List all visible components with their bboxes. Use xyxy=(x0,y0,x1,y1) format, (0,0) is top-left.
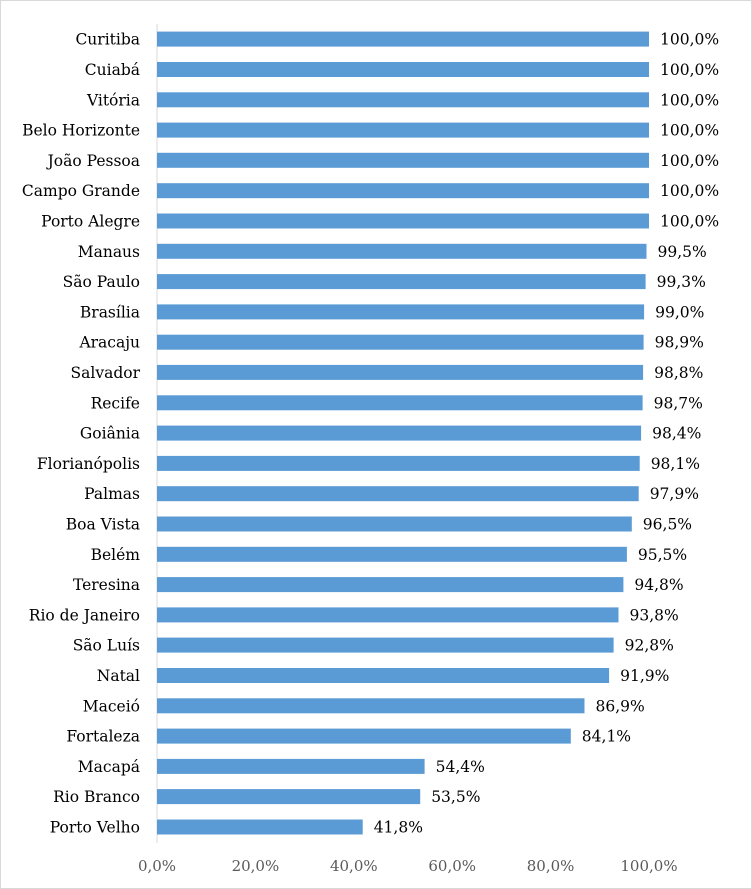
data-label: 100,0% xyxy=(660,31,719,49)
data-label: 98,8% xyxy=(654,364,703,382)
data-label: 99,3% xyxy=(657,273,706,291)
bar xyxy=(157,607,619,623)
x-tick-label: 100,0% xyxy=(620,857,677,875)
data-label: 100,0% xyxy=(660,91,719,109)
category-label: João Pessoa xyxy=(46,152,140,170)
bar xyxy=(157,546,627,562)
category-label: Rio de Janeiro xyxy=(29,606,140,624)
data-label: 94,8% xyxy=(634,576,683,594)
bar xyxy=(157,758,425,774)
category-label: Rio Branco xyxy=(53,788,140,806)
bar xyxy=(157,819,363,835)
data-label: 97,9% xyxy=(650,485,699,503)
bar xyxy=(157,516,632,532)
category-label: Vitória xyxy=(86,91,140,109)
bar xyxy=(157,274,646,290)
category-label: Aracaju xyxy=(78,334,140,352)
data-label: 93,8% xyxy=(630,606,679,624)
x-tick-label: 80,0% xyxy=(527,857,575,875)
category-label: Belo Horizonte xyxy=(22,122,140,140)
bar xyxy=(157,425,642,441)
data-label: 41,8% xyxy=(374,819,423,837)
category-label: Brasília xyxy=(80,303,140,321)
category-labels: Curitiba Cuiabá Vitória Belo Horizonte João … xyxy=(22,31,141,837)
bar xyxy=(157,243,647,259)
bar xyxy=(157,577,624,593)
category-label: São Paulo xyxy=(63,273,140,291)
data-label: 100,0% xyxy=(660,152,719,170)
bar xyxy=(157,668,610,683)
bar xyxy=(157,789,421,805)
data-label: 95,5% xyxy=(638,546,687,564)
x-axis-ticks: 0,0% 20,0% 40,0% 60,0% 80,0% 100,0% xyxy=(138,857,678,875)
bar xyxy=(157,637,614,653)
x-tick-label: 40,0% xyxy=(330,857,378,875)
category-label: São Luís xyxy=(73,637,140,655)
data-label: 53,5% xyxy=(431,788,480,806)
category-label: Palmas xyxy=(84,485,140,503)
value-labels: 100,0% 100,0% 100,0% 100,0% 100,0% 100,0% 100,… xyxy=(374,31,719,837)
category-label: Recife xyxy=(91,394,140,412)
data-label: 99,0% xyxy=(655,303,704,321)
x-tick-label: 0,0% xyxy=(138,857,176,875)
category-label: Boa Vista xyxy=(66,516,140,534)
category-label: Cuiabá xyxy=(85,61,140,79)
data-label: 86,9% xyxy=(596,697,645,715)
x-tick-label: 20,0% xyxy=(232,857,280,875)
data-label: 98,9% xyxy=(655,334,704,352)
category-label: Campo Grande xyxy=(22,182,140,200)
data-label: 100,0% xyxy=(660,61,719,79)
category-label: Macapá xyxy=(78,758,140,776)
category-label: Porto Alegre xyxy=(41,213,140,231)
bar xyxy=(157,183,649,199)
bar xyxy=(157,334,644,350)
bar xyxy=(157,213,649,229)
data-label: 92,8% xyxy=(625,637,674,655)
bar xyxy=(157,364,644,380)
bar xyxy=(157,122,649,138)
category-label: Belém xyxy=(91,546,141,564)
bar xyxy=(157,455,640,471)
data-label: 98,1% xyxy=(651,455,700,473)
bar xyxy=(157,31,649,47)
bar xyxy=(157,304,645,320)
bar xyxy=(157,395,643,411)
data-label: 100,0% xyxy=(660,182,719,200)
data-label: 96,5% xyxy=(643,516,692,534)
data-label: 98,7% xyxy=(654,394,703,412)
category-label: Florianópolis xyxy=(37,455,140,473)
data-label: 84,1% xyxy=(582,728,631,746)
category-label: Goiânia xyxy=(80,425,140,443)
data-label: 98,4% xyxy=(652,425,701,443)
bar xyxy=(157,698,585,714)
x-tick-label: 60,0% xyxy=(428,857,476,875)
category-label: Curitiba xyxy=(75,31,140,49)
category-label: Salvador xyxy=(71,364,141,382)
data-label: 99,5% xyxy=(658,243,707,261)
category-label: Natal xyxy=(97,667,140,685)
data-label: 100,0% xyxy=(660,122,719,140)
bars-layer xyxy=(157,31,649,835)
category-label: Maceió xyxy=(83,697,140,715)
category-label: Manaus xyxy=(78,243,140,261)
category-label: Porto Velho xyxy=(50,819,140,837)
data-label: 91,9% xyxy=(620,667,669,685)
data-label: 54,4% xyxy=(436,758,485,776)
bar xyxy=(157,728,571,744)
data-label: 100,0% xyxy=(660,213,719,231)
bar xyxy=(157,152,649,168)
category-label: Fortaleza xyxy=(66,728,140,746)
bar xyxy=(157,92,649,108)
category-label: Teresina xyxy=(73,576,140,594)
bar xyxy=(157,62,649,77)
bar xyxy=(157,486,639,502)
